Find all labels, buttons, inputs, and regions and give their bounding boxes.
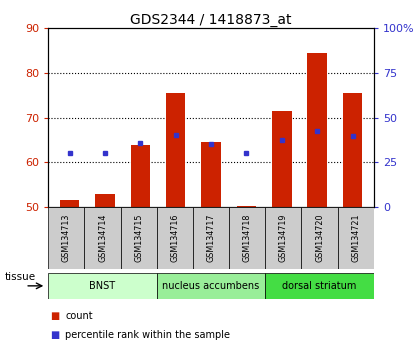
Bar bbox=[48, 207, 84, 269]
Bar bbox=[95, 194, 115, 207]
Bar bbox=[307, 53, 327, 207]
Text: GSM134713: GSM134713 bbox=[62, 214, 71, 262]
Text: GSM134721: GSM134721 bbox=[351, 214, 360, 262]
Bar bbox=[229, 207, 265, 269]
Bar bbox=[201, 142, 221, 207]
Text: GSM134716: GSM134716 bbox=[171, 214, 179, 262]
Text: GSM134717: GSM134717 bbox=[207, 214, 215, 262]
Text: GSM134714: GSM134714 bbox=[98, 214, 107, 262]
Text: GSM134715: GSM134715 bbox=[134, 214, 143, 262]
Text: ■: ■ bbox=[50, 311, 60, 321]
Bar bbox=[60, 200, 79, 207]
Text: dorsal striatum: dorsal striatum bbox=[282, 281, 357, 291]
Bar bbox=[48, 273, 157, 299]
Text: nucleus accumbens: nucleus accumbens bbox=[163, 281, 260, 291]
Text: percentile rank within the sample: percentile rank within the sample bbox=[65, 330, 230, 340]
Bar bbox=[338, 207, 374, 269]
Text: ■: ■ bbox=[50, 330, 60, 340]
Text: tissue: tissue bbox=[4, 272, 35, 282]
Text: GSM134718: GSM134718 bbox=[243, 214, 252, 262]
Bar bbox=[157, 207, 193, 269]
Bar bbox=[302, 207, 338, 269]
Bar bbox=[237, 206, 256, 207]
Bar bbox=[121, 207, 157, 269]
Bar bbox=[265, 273, 374, 299]
Text: BNST: BNST bbox=[89, 281, 116, 291]
Bar bbox=[84, 207, 121, 269]
Bar bbox=[343, 93, 362, 207]
Bar bbox=[166, 93, 185, 207]
Text: count: count bbox=[65, 311, 93, 321]
Bar bbox=[272, 111, 291, 207]
Bar bbox=[157, 273, 265, 299]
Text: GSM134719: GSM134719 bbox=[279, 214, 288, 262]
Text: GSM134720: GSM134720 bbox=[315, 214, 324, 262]
Bar bbox=[265, 207, 302, 269]
Title: GDS2344 / 1418873_at: GDS2344 / 1418873_at bbox=[130, 13, 292, 27]
Bar bbox=[131, 144, 150, 207]
Bar bbox=[193, 207, 229, 269]
